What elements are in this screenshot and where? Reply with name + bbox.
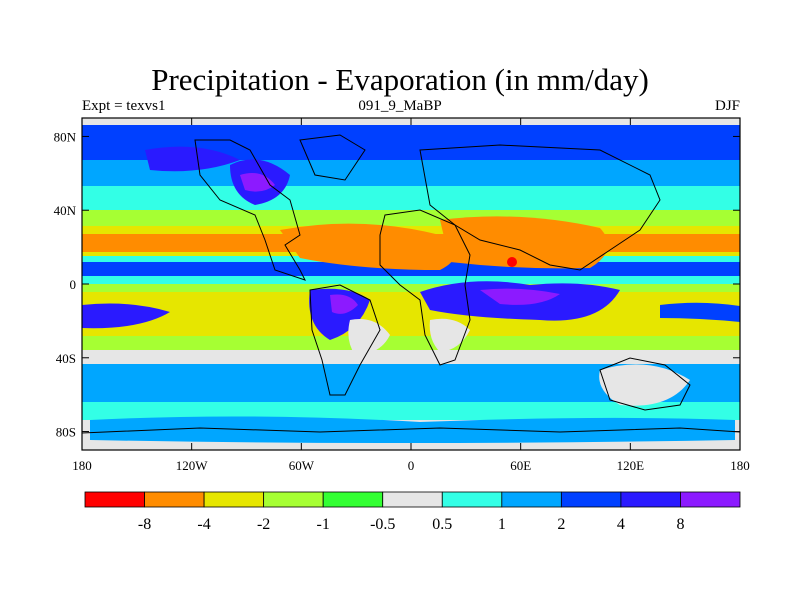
lon-tick-label: 180: [730, 458, 750, 473]
coast-antarctica: [82, 427, 740, 434]
colorbar-swatch: [382, 491, 443, 508]
coast-south-america: [309, 284, 381, 396]
colorbar-label: 0.5: [432, 516, 452, 533]
colorbar-swatch: [620, 491, 681, 508]
lon-tick-label: 0: [408, 458, 415, 473]
colorbar-swatch: [441, 491, 503, 508]
feature-asia-dry: [440, 216, 608, 269]
coast-eurasia: [419, 144, 661, 271]
band-itcz-edge-s: [82, 276, 740, 284]
lon-tick-label: 180: [72, 458, 92, 473]
plot-title: Precipitation - Evaporation (in mm/day): [151, 62, 649, 97]
lat-tick-label: 80S: [56, 425, 76, 440]
band-gray-s: [82, 350, 740, 364]
feature-antarctic-rim: [90, 416, 735, 443]
feature-n-africa-dry: [280, 223, 455, 270]
lon-tick-label: 120W: [176, 458, 209, 473]
lat-tick-label: 40S: [56, 351, 76, 366]
feature-amazon-core: [330, 294, 358, 314]
band-subtrop-s: [82, 292, 740, 336]
lon-tick-label: 60E: [510, 458, 531, 473]
colorbar-swatch: [322, 491, 384, 508]
colorbar-label: -0.5: [370, 516, 395, 533]
lon-tick-label: 120E: [617, 458, 645, 473]
feature-australia: [599, 364, 690, 406]
coastlines: [82, 134, 740, 434]
coast-greenland: [299, 134, 366, 181]
experiment-label: Expt = texvs1: [82, 98, 166, 114]
lat-tick-label: 0: [70, 277, 77, 292]
feature-s-africa-dry: [429, 318, 470, 352]
colorbar-swatch: [84, 491, 145, 508]
colorbar-label: 2: [557, 516, 565, 533]
axes: 80N 40N 0 40S 80S 180 120W 60W 0 60E 120E 180: [54, 118, 750, 473]
colorbar: -8 -4 -2 -1 -0.5 0.5 1 2 4 8: [84, 491, 741, 533]
colorbar-label: 1: [498, 516, 506, 533]
colorbar-label: -2: [257, 516, 270, 533]
coast-africa: [379, 209, 471, 366]
band-sh-edge: [82, 402, 740, 420]
coast-north-america: [194, 139, 306, 281]
feature-w-pacific: [660, 302, 740, 322]
band-subtrop-s-edge: [82, 336, 740, 350]
feature-s-pacific: [82, 303, 170, 329]
colorbar-label: -8: [138, 516, 151, 533]
colorbar-label: 8: [676, 516, 684, 533]
colorbar-label: 4: [617, 516, 625, 533]
colorbar-swatch: [263, 491, 324, 508]
lat-tick-label: 40N: [54, 203, 77, 218]
feature-arabia-max: [507, 257, 517, 267]
feature-indian-core: [480, 288, 560, 305]
coast-australia: [599, 357, 691, 411]
colorbar-swatch: [680, 491, 741, 508]
season-label: DJF: [714, 98, 740, 114]
colorbar-swatch: [144, 491, 205, 508]
lon-tick-label: 60W: [289, 458, 315, 473]
colorbar-label: -4: [197, 516, 210, 533]
colorbar-swatch: [203, 491, 265, 508]
band-nh-edge: [82, 186, 740, 210]
colorbar-swatch: [501, 491, 562, 508]
pe-field: [82, 118, 740, 450]
lat-tick-label: 80N: [54, 129, 77, 144]
colorbar-swatch: [560, 491, 622, 508]
colorbar-label: -1: [317, 516, 330, 533]
period-label: 091_9_MaBP: [358, 98, 442, 114]
feature-n-pacific: [145, 146, 240, 172]
